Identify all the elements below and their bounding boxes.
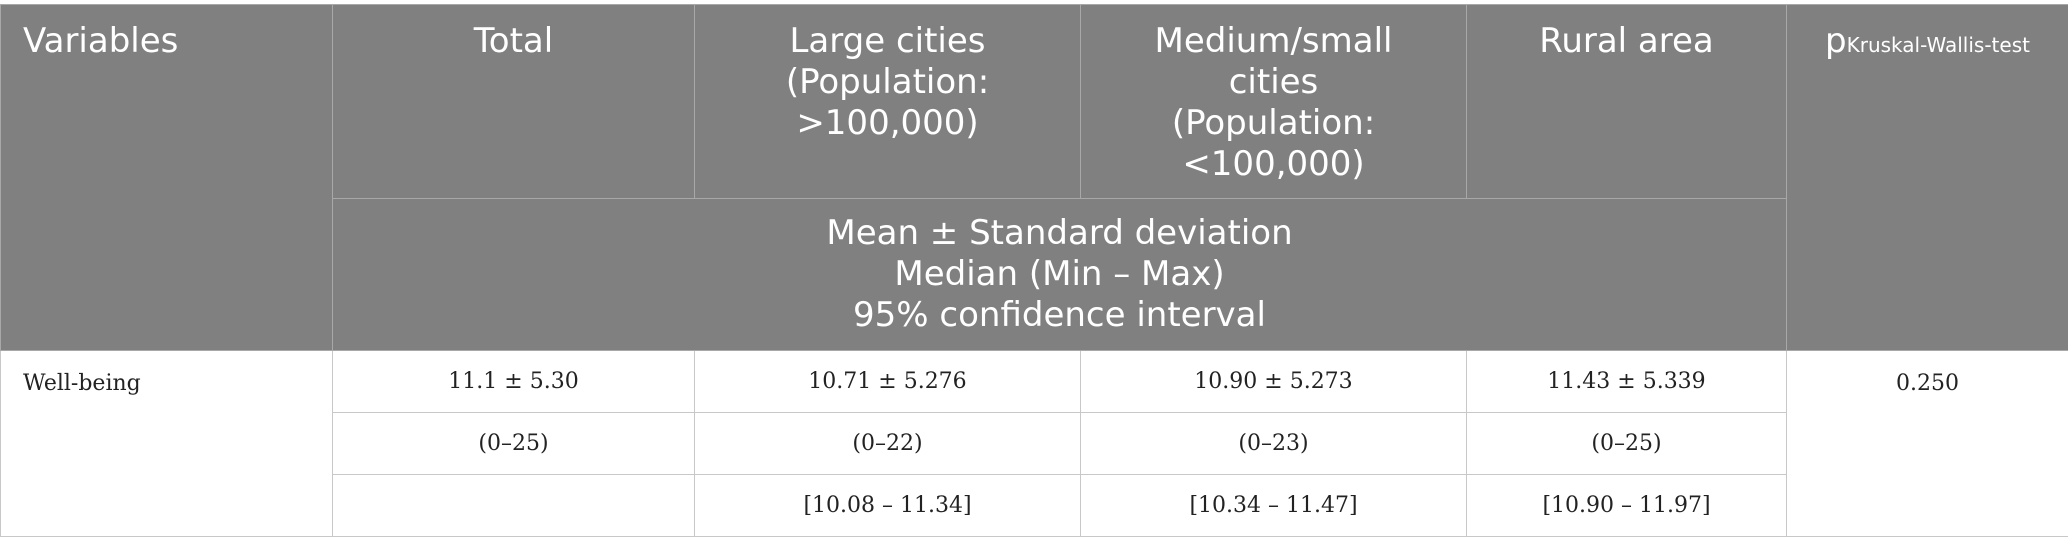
p-value-cell: 0.250 <box>1786 350 2068 537</box>
header-p-subscript: Kruskal-Wallis-test <box>1846 33 2030 57</box>
stats-description-line: 95% confidence interval <box>853 295 1266 335</box>
statistics-table: Variables Total Large cities (Population… <box>0 4 2068 537</box>
header-stats-description: Mean ± Standard deviation Median (Min – … <box>332 198 1787 351</box>
mean-sd-cell: 11.1 ± 5.30 <box>332 350 695 413</box>
ci-cell: [10.90 – 11.97] <box>1466 474 1787 537</box>
mean-sd-cell: 10.90 ± 5.273 <box>1080 350 1467 413</box>
ci-cell: [10.08 – 11.34] <box>694 474 1081 537</box>
header-medium-small-line: Medium/small <box>1154 21 1393 61</box>
range-cell: (0–23) <box>1080 412 1467 475</box>
header-medium-small-cities: Medium/small cities (Population: <100,00… <box>1080 4 1467 199</box>
header-p-value: pKruskal-Wallis-test <box>1786 4 2068 351</box>
header-large-cities: Large cities (Population: >100,000) <box>694 4 1081 199</box>
variable-cell: Well-being <box>0 350 333 537</box>
data-table-container: Variables Total Large cities (Population… <box>0 4 2068 537</box>
table-row: Well-being 11.1 ± 5.30 10.71 ± 5.276 10.… <box>0 350 2068 537</box>
header-row: Variables Total Large cities (Population… <box>0 4 2068 351</box>
header-medium-small-line: (Population: <box>1171 103 1376 143</box>
header-medium-small-line: cities <box>1228 62 1319 102</box>
table-row: [10.08 – 11.34] [10.34 – 11.47] [10.90 –… <box>1 474 2068 537</box>
header-p-main: p <box>1825 21 1847 61</box>
mean-sd-cell: 11.43 ± 5.339 <box>1466 350 1787 413</box>
header-rural-area: Rural area <box>1466 4 1787 199</box>
stats-description-line: Mean ± Standard deviation <box>826 213 1293 253</box>
ci-cell <box>332 474 695 537</box>
ci-cell: [10.34 – 11.47] <box>1080 474 1467 537</box>
range-cell: (0–22) <box>694 412 1081 475</box>
range-cell: (0–25) <box>332 412 695 475</box>
header-large-cities-line: Large cities <box>789 21 986 61</box>
header-total: Total <box>332 4 695 199</box>
header-large-cities-line: >100,000) <box>796 103 979 143</box>
header-variables: Variables <box>0 4 333 351</box>
header-stats-row: Mean ± Standard deviation Median (Min – … <box>1 198 2068 351</box>
mean-sd-cell: 10.71 ± 5.276 <box>694 350 1081 413</box>
stats-description-line: Median (Min – Max) <box>894 254 1225 294</box>
range-cell: (0–25) <box>1466 412 1787 475</box>
header-large-cities-line: (Population: <box>785 62 990 102</box>
header-medium-small-line: <100,000) <box>1182 144 1365 184</box>
